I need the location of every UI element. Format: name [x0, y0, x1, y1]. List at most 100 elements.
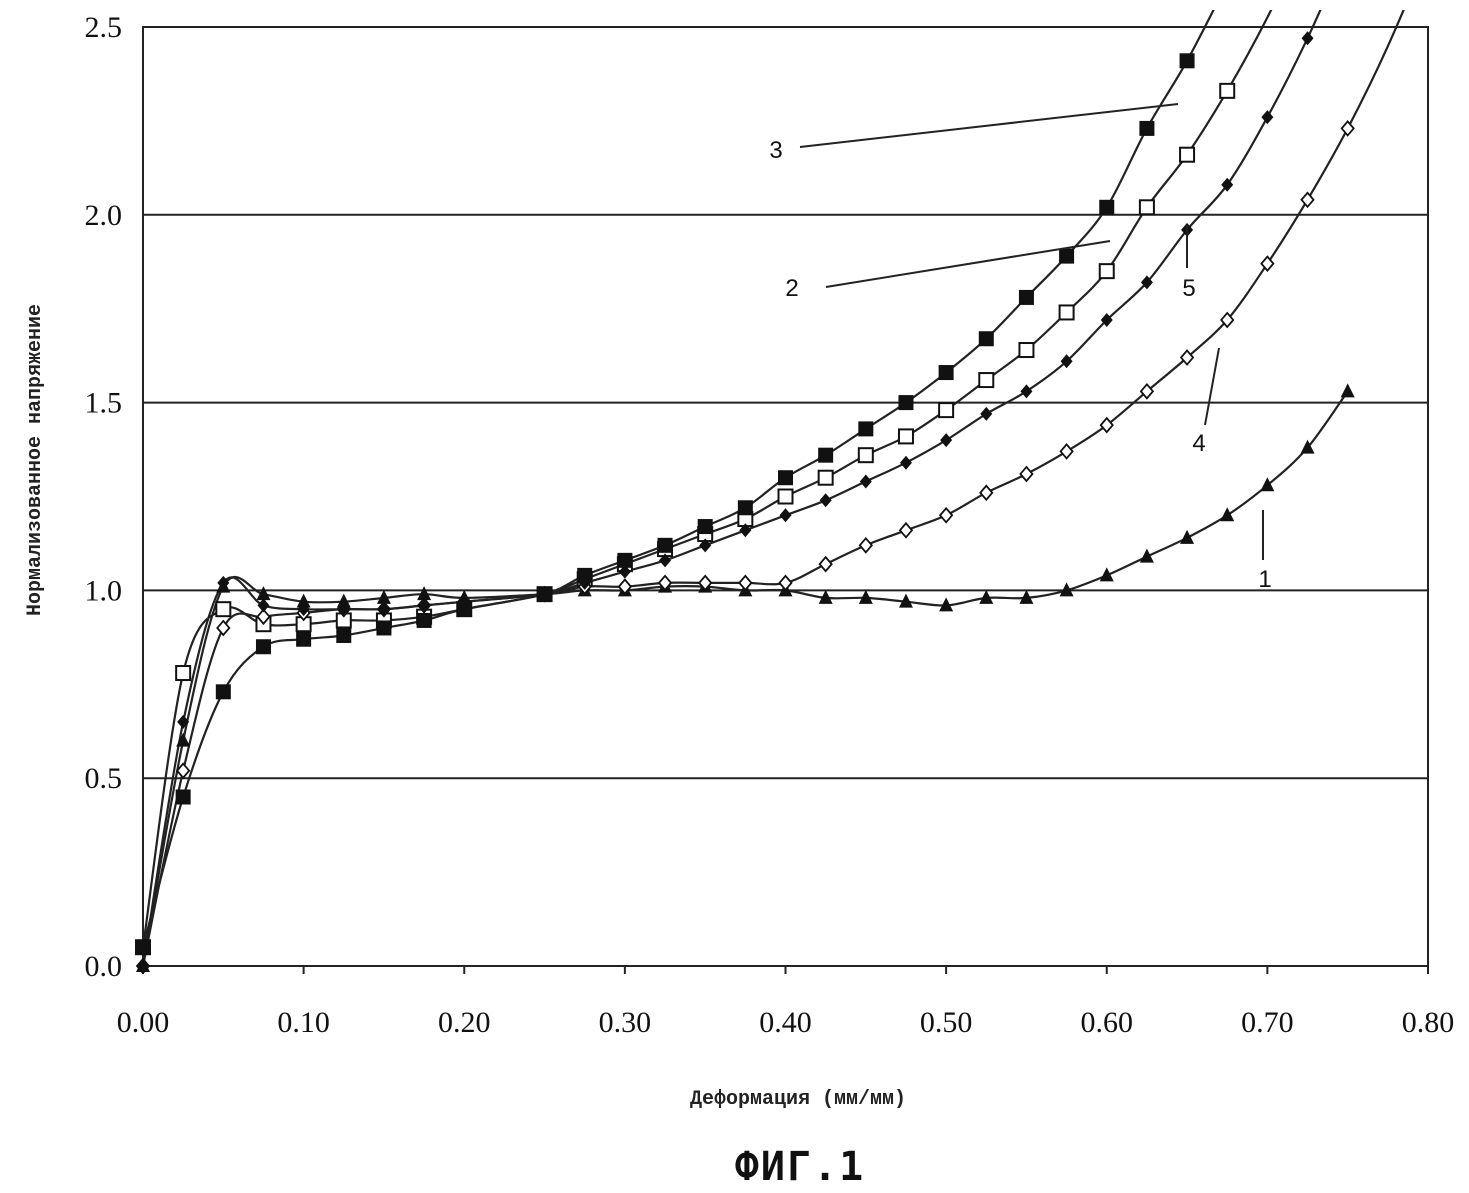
series-5-point — [137, 959, 149, 973]
series-2-point — [1179, 146, 1196, 163]
series-3-point — [135, 939, 151, 955]
series-1-point — [1340, 383, 1355, 398]
series-4-point — [1179, 349, 1195, 366]
series-5-point — [1261, 110, 1274, 125]
series-4-point — [216, 619, 231, 637]
x-axis-tick-labels: 0.00 0.10 0.20 0.30 0.40 0.50 0.60 0.70 0.80 — [117, 966, 1455, 1039]
series-1-point — [979, 589, 994, 604]
x-tick-label: 0.60 — [1081, 1006, 1134, 1039]
series-1-label: 1 — [1258, 566, 1271, 593]
series-2-leader-line — [825, 240, 1111, 288]
series-3-point — [858, 421, 874, 437]
series-4-point — [898, 521, 914, 539]
series-1-point — [1260, 477, 1275, 492]
x-tick-label: 0.30 — [599, 1006, 652, 1039]
series-3-point — [255, 639, 271, 655]
series-4-point — [1220, 311, 1235, 329]
series-3-point — [1179, 53, 1195, 69]
series-3-point — [697, 519, 713, 535]
series-1-point — [417, 586, 432, 601]
series-3-point — [737, 500, 753, 516]
series-2-point — [817, 469, 834, 486]
series-3-point — [818, 447, 834, 463]
series-4-point — [1300, 191, 1315, 209]
series-4-point — [738, 574, 753, 592]
series-2-point — [175, 665, 192, 682]
series-1-point — [336, 593, 351, 608]
series-4-point — [979, 484, 994, 502]
x-tick-label: 0.40 — [759, 1006, 812, 1039]
series-2-point — [978, 372, 995, 389]
series-5-point — [217, 575, 230, 590]
series-4-point — [175, 762, 191, 780]
series-3-point — [898, 395, 914, 411]
series-5-point — [779, 508, 792, 523]
series-5-point — [458, 594, 471, 609]
series-1-point — [898, 593, 913, 608]
y-tick-label: 2.0 — [85, 199, 123, 232]
x-tick-label: 0.00 — [117, 1006, 170, 1039]
y-tick-label: 0.5 — [85, 762, 123, 795]
series-2-point — [897, 428, 914, 445]
series-2-point — [857, 447, 874, 464]
series-3-point — [1139, 120, 1155, 136]
series-1-point — [256, 586, 271, 601]
series-1-point — [1019, 589, 1034, 604]
x-axis-title: Деформация (мм/мм) — [690, 1088, 906, 1111]
series-labels: 1 2 3 4 5 — [769, 137, 1271, 593]
series-2-label: 2 — [785, 275, 798, 302]
series-1-point — [176, 732, 191, 747]
series-2-point — [1138, 199, 1155, 216]
series-2-point — [1058, 304, 1075, 321]
series-5-point — [337, 602, 350, 617]
series-4-line — [143, 10, 1405, 966]
series-1-point — [1139, 548, 1154, 563]
series-1-point — [1059, 582, 1074, 597]
series-1-point — [1220, 507, 1235, 522]
series-3-point — [175, 789, 191, 805]
series-4-leader-line — [1204, 347, 1220, 426]
series-4-point — [1139, 382, 1155, 400]
series-3-point — [1059, 248, 1075, 264]
series-3-point — [1099, 199, 1115, 215]
series-1-point — [818, 589, 833, 604]
series-2-point — [777, 488, 794, 505]
series-3-label: 3 — [769, 137, 782, 164]
series-2-point — [938, 402, 955, 419]
y-axis-tick-labels: 0.0 0.5 1.0 1.5 2.0 2.5 — [85, 11, 123, 983]
x-tick-label: 0.80 — [1402, 1006, 1455, 1039]
series-4-point — [778, 574, 793, 592]
y-axis-title: Нормализованное напряжение — [24, 304, 47, 616]
series-3-point — [1018, 289, 1034, 305]
series-5-point — [618, 564, 631, 579]
series-5-label: 5 — [1182, 275, 1195, 302]
series-3-point — [215, 684, 231, 700]
series-5-point — [377, 602, 390, 617]
series-2-point — [1098, 263, 1115, 280]
series-4-point — [858, 536, 873, 554]
series-1-point — [1180, 529, 1195, 544]
series-1-point — [858, 589, 873, 604]
series-2-point — [1018, 342, 1035, 359]
series-markers — [135, 31, 1355, 975]
series-5-point — [177, 714, 190, 729]
series-3-point — [938, 365, 954, 381]
series-5-point — [257, 598, 270, 613]
series-4-point — [1340, 120, 1355, 137]
series-5-point — [980, 406, 993, 421]
series-3-point — [657, 537, 673, 553]
series-5-point — [659, 553, 672, 568]
series-5-point — [297, 602, 310, 617]
series-2-point — [1219, 82, 1236, 99]
series-5-point — [940, 433, 953, 448]
y-tick-label: 1.5 — [85, 387, 123, 420]
series-5-point — [1060, 354, 1073, 369]
series-4-point — [1019, 465, 1034, 483]
series-4-point — [938, 506, 954, 524]
series-3-point — [296, 631, 312, 647]
series-2-point — [215, 601, 232, 618]
series-4-point — [698, 574, 713, 592]
series-1-point — [296, 593, 311, 608]
x-tick-label: 0.10 — [277, 1006, 330, 1039]
